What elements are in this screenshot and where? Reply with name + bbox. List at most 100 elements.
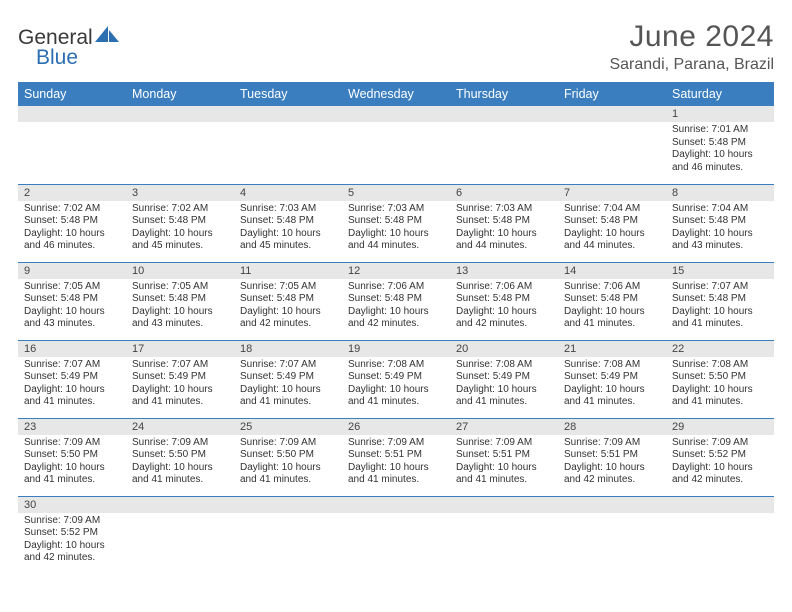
- day-number: 21: [558, 341, 666, 357]
- day-details: Sunrise: 7:07 AMSunset: 5:48 PMDaylight:…: [666, 279, 774, 335]
- daylight-line: Daylight: 10 hours: [132, 306, 228, 319]
- empty-daynum-bar: [342, 497, 450, 513]
- day-number: 30: [18, 497, 126, 513]
- daylight-line: and 42 minutes.: [240, 318, 336, 331]
- day-number: 8: [666, 185, 774, 201]
- calendar-empty-cell: [18, 106, 126, 184]
- day-number: 19: [342, 341, 450, 357]
- sunset-line: Sunset: 5:49 PM: [24, 371, 120, 384]
- day-number: 3: [126, 185, 234, 201]
- day-details: Sunrise: 7:07 AMSunset: 5:49 PMDaylight:…: [234, 357, 342, 413]
- sunset-line: Sunset: 5:50 PM: [672, 371, 768, 384]
- daylight-line: Daylight: 10 hours: [348, 462, 444, 475]
- calendar-empty-cell: [558, 106, 666, 184]
- calendar-day-cell: 8Sunrise: 7:04 AMSunset: 5:48 PMDaylight…: [666, 184, 774, 262]
- day-details: Sunrise: 7:04 AMSunset: 5:48 PMDaylight:…: [558, 201, 666, 257]
- sunrise-line: Sunrise: 7:08 AM: [672, 359, 768, 372]
- sunrise-line: Sunrise: 7:05 AM: [240, 281, 336, 294]
- sunrise-line: Sunrise: 7:07 AM: [672, 281, 768, 294]
- calendar-day-cell: 18Sunrise: 7:07 AMSunset: 5:49 PMDayligh…: [234, 340, 342, 418]
- calendar-week-row: 23Sunrise: 7:09 AMSunset: 5:50 PMDayligh…: [18, 418, 774, 496]
- daylight-line: Daylight: 10 hours: [564, 462, 660, 475]
- weekday-header: Thursday: [450, 82, 558, 106]
- location-label: Sarandi, Parana, Brazil: [609, 56, 774, 74]
- daylight-line: Daylight: 10 hours: [456, 228, 552, 241]
- calendar-header-row: SundayMondayTuesdayWednesdayThursdayFrid…: [18, 82, 774, 106]
- day-number: 26: [342, 419, 450, 435]
- sunrise-line: Sunrise: 7:04 AM: [564, 203, 660, 216]
- day-details: Sunrise: 7:06 AMSunset: 5:48 PMDaylight:…: [342, 279, 450, 335]
- day-number: 24: [126, 419, 234, 435]
- empty-daynum-bar: [234, 106, 342, 122]
- sunset-line: Sunset: 5:49 PM: [456, 371, 552, 384]
- sail-icon: [95, 31, 121, 48]
- calendar-body: 1Sunrise: 7:01 AMSunset: 5:48 PMDaylight…: [18, 106, 774, 574]
- sunset-line: Sunset: 5:48 PM: [456, 293, 552, 306]
- daylight-line: Daylight: 10 hours: [132, 228, 228, 241]
- calendar-week-row: 30Sunrise: 7:09 AMSunset: 5:52 PMDayligh…: [18, 496, 774, 574]
- sunset-line: Sunset: 5:48 PM: [564, 215, 660, 228]
- calendar-empty-cell: [342, 496, 450, 574]
- weekday-header: Monday: [126, 82, 234, 106]
- day-details: Sunrise: 7:03 AMSunset: 5:48 PMDaylight:…: [450, 201, 558, 257]
- daylight-line: Daylight: 10 hours: [24, 540, 120, 553]
- sunset-line: Sunset: 5:48 PM: [240, 215, 336, 228]
- day-details: Sunrise: 7:09 AMSunset: 5:52 PMDaylight:…: [18, 513, 126, 569]
- calendar-day-cell: 2Sunrise: 7:02 AMSunset: 5:48 PMDaylight…: [18, 184, 126, 262]
- calendar-day-cell: 4Sunrise: 7:03 AMSunset: 5:48 PMDaylight…: [234, 184, 342, 262]
- daylight-line: and 41 minutes.: [456, 396, 552, 409]
- daylight-line: Daylight: 10 hours: [132, 384, 228, 397]
- day-number: 5: [342, 185, 450, 201]
- daylight-line: and 41 minutes.: [672, 318, 768, 331]
- day-number: 12: [342, 263, 450, 279]
- sunset-line: Sunset: 5:48 PM: [24, 293, 120, 306]
- sunset-line: Sunset: 5:48 PM: [672, 137, 768, 150]
- day-details: Sunrise: 7:05 AMSunset: 5:48 PMDaylight:…: [126, 279, 234, 335]
- empty-daynum-bar: [558, 497, 666, 513]
- day-number: 22: [666, 341, 774, 357]
- calendar-day-cell: 26Sunrise: 7:09 AMSunset: 5:51 PMDayligh…: [342, 418, 450, 496]
- empty-daynum-bar: [126, 106, 234, 122]
- calendar-day-cell: 16Sunrise: 7:07 AMSunset: 5:49 PMDayligh…: [18, 340, 126, 418]
- daylight-line: and 41 minutes.: [456, 474, 552, 487]
- daylight-line: Daylight: 10 hours: [672, 462, 768, 475]
- calendar-day-cell: 14Sunrise: 7:06 AMSunset: 5:48 PMDayligh…: [558, 262, 666, 340]
- day-details: Sunrise: 7:09 AMSunset: 5:52 PMDaylight:…: [666, 435, 774, 491]
- sunset-line: Sunset: 5:48 PM: [132, 215, 228, 228]
- sunset-line: Sunset: 5:51 PM: [564, 449, 660, 462]
- calendar-day-cell: 21Sunrise: 7:08 AMSunset: 5:49 PMDayligh…: [558, 340, 666, 418]
- sunrise-line: Sunrise: 7:06 AM: [456, 281, 552, 294]
- empty-daynum-bar: [126, 497, 234, 513]
- sunset-line: Sunset: 5:48 PM: [672, 293, 768, 306]
- page-header: General Blue June 2024 Sarandi, Parana, …: [18, 20, 774, 74]
- calendar-week-row: 16Sunrise: 7:07 AMSunset: 5:49 PMDayligh…: [18, 340, 774, 418]
- day-number: 7: [558, 185, 666, 201]
- day-details: Sunrise: 7:09 AMSunset: 5:50 PMDaylight:…: [234, 435, 342, 491]
- daylight-line: and 41 minutes.: [24, 474, 120, 487]
- day-number: 29: [666, 419, 774, 435]
- sunset-line: Sunset: 5:48 PM: [456, 215, 552, 228]
- calendar-week-row: 2Sunrise: 7:02 AMSunset: 5:48 PMDaylight…: [18, 184, 774, 262]
- daylight-line: and 44 minutes.: [564, 240, 660, 253]
- sunrise-line: Sunrise: 7:09 AM: [24, 515, 120, 528]
- daylight-line: and 42 minutes.: [456, 318, 552, 331]
- brand-logo: General Blue: [18, 26, 121, 70]
- daylight-line: Daylight: 10 hours: [240, 384, 336, 397]
- day-details: Sunrise: 7:09 AMSunset: 5:51 PMDaylight:…: [450, 435, 558, 491]
- day-number: 2: [18, 185, 126, 201]
- sunrise-line: Sunrise: 7:05 AM: [132, 281, 228, 294]
- calendar-table: SundayMondayTuesdayWednesdayThursdayFrid…: [18, 82, 774, 574]
- sunrise-line: Sunrise: 7:09 AM: [456, 437, 552, 450]
- day-number: 6: [450, 185, 558, 201]
- sunset-line: Sunset: 5:48 PM: [24, 215, 120, 228]
- daylight-line: and 41 minutes.: [240, 396, 336, 409]
- weekday-header: Tuesday: [234, 82, 342, 106]
- empty-daynum-bar: [666, 497, 774, 513]
- weekday-header: Friday: [558, 82, 666, 106]
- sunset-line: Sunset: 5:51 PM: [456, 449, 552, 462]
- sunrise-line: Sunrise: 7:02 AM: [24, 203, 120, 216]
- calendar-empty-cell: [126, 106, 234, 184]
- logo-text-block: General Blue: [18, 26, 121, 70]
- calendar-empty-cell: [666, 496, 774, 574]
- calendar-day-cell: 29Sunrise: 7:09 AMSunset: 5:52 PMDayligh…: [666, 418, 774, 496]
